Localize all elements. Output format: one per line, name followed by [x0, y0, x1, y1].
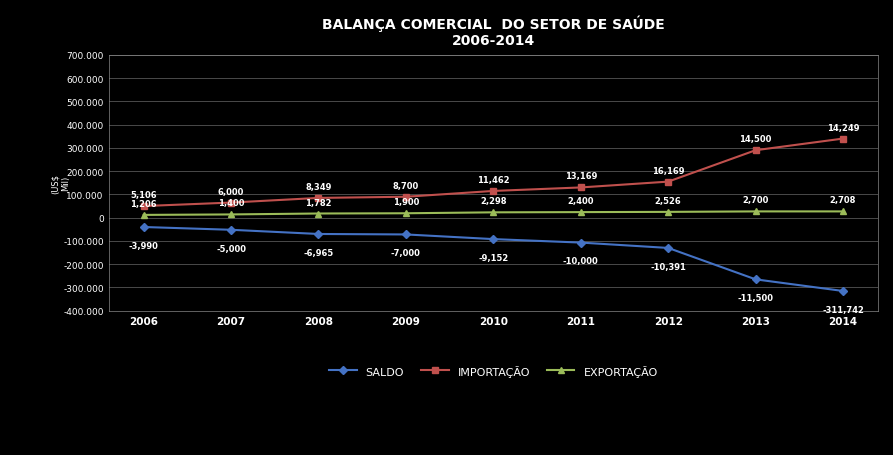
- EXPORTAÇÃO: [575, 210, 586, 215]
- SALDO: [138, 225, 149, 230]
- EXPORTAÇÃO: [750, 209, 761, 215]
- Text: -5,000: -5,000: [216, 244, 246, 253]
- SALDO: [663, 246, 673, 251]
- EXPORTAÇÃO: [838, 209, 848, 215]
- Text: 2,400: 2,400: [568, 197, 594, 206]
- Text: 14,249: 14,249: [827, 123, 859, 132]
- EXPORTAÇÃO: [663, 210, 673, 215]
- Y-axis label: (US$
Mil): (US$ Mil): [51, 173, 71, 193]
- Title: BALANÇA COMERCIAL  DO SETOR DE SAÚDE
2006-2014: BALANÇA COMERCIAL DO SETOR DE SAÚDE 2006…: [322, 15, 664, 48]
- IMPORTAÇÃO: [575, 185, 586, 191]
- Text: -10,000: -10,000: [563, 257, 598, 266]
- Text: 2,708: 2,708: [830, 196, 856, 205]
- IMPORTAÇÃO: [750, 148, 761, 154]
- Legend: SALDO, IMPORTAÇÃO, EXPORTAÇÃO: SALDO, IMPORTAÇÃO, EXPORTAÇÃO: [329, 365, 657, 377]
- IMPORTAÇÃO: [313, 196, 324, 201]
- SALDO: [226, 228, 237, 233]
- IMPORTAÇÃO: [401, 195, 412, 200]
- Text: -7,000: -7,000: [391, 249, 421, 258]
- Text: -9,152: -9,152: [479, 253, 508, 263]
- Text: 8,349: 8,349: [305, 182, 331, 192]
- IMPORTAÇÃO: [838, 136, 848, 142]
- IMPORTAÇÃO: [226, 200, 237, 206]
- SALDO: [750, 277, 761, 283]
- SALDO: [838, 288, 848, 294]
- Text: 2,700: 2,700: [742, 196, 769, 205]
- Text: -6,965: -6,965: [304, 248, 334, 257]
- EXPORTAÇÃO: [138, 212, 149, 218]
- Text: -11,500: -11,500: [738, 293, 773, 303]
- Text: 2,298: 2,298: [480, 197, 506, 206]
- Text: 16,169: 16,169: [652, 167, 684, 175]
- SALDO: [575, 240, 586, 246]
- Line: EXPORTAÇÃO: EXPORTAÇÃO: [141, 209, 846, 218]
- SALDO: [313, 232, 324, 237]
- SALDO: [488, 237, 498, 243]
- Text: -10,391: -10,391: [650, 262, 686, 271]
- Line: SALDO: SALDO: [141, 225, 846, 294]
- Text: 1,900: 1,900: [393, 198, 419, 207]
- Text: 1,782: 1,782: [305, 198, 331, 207]
- EXPORTAÇÃO: [401, 211, 412, 217]
- Text: 2,526: 2,526: [655, 197, 681, 206]
- IMPORTAÇÃO: [663, 179, 673, 185]
- EXPORTAÇÃO: [488, 210, 498, 216]
- Text: 1,400: 1,400: [218, 199, 245, 208]
- Text: 5,106: 5,106: [130, 191, 157, 200]
- Text: -3,990: -3,990: [129, 241, 159, 250]
- Text: 14,500: 14,500: [739, 135, 772, 144]
- Text: 8,700: 8,700: [393, 182, 419, 190]
- Text: 6,000: 6,000: [218, 187, 245, 196]
- Text: -311,742: -311,742: [822, 305, 864, 314]
- EXPORTAÇÃO: [313, 211, 324, 217]
- Line: IMPORTAÇÃO: IMPORTAÇÃO: [141, 136, 846, 209]
- Text: 13,169: 13,169: [564, 172, 597, 181]
- Text: 11,462: 11,462: [477, 176, 510, 185]
- Text: 1,206: 1,206: [130, 199, 157, 208]
- IMPORTAÇÃO: [138, 204, 149, 209]
- EXPORTAÇÃO: [226, 212, 237, 217]
- IMPORTAÇÃO: [488, 189, 498, 194]
- SALDO: [401, 232, 412, 238]
